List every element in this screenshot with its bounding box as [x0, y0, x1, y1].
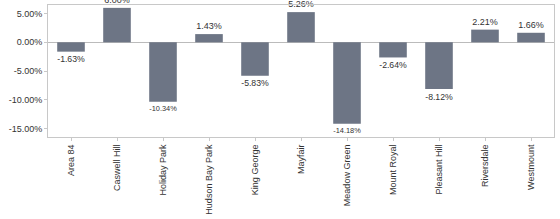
- svg-text:Mayfair: Mayfair: [296, 145, 306, 175]
- svg-text:Westmount: Westmount: [526, 144, 536, 190]
- svg-text:Meadow Green: Meadow Green: [342, 145, 352, 207]
- svg-text:1.43%: 1.43%: [196, 21, 222, 31]
- svg-text:-14.18%: -14.18%: [333, 126, 361, 135]
- svg-text:Caswell Hill: Caswell Hill: [112, 145, 122, 192]
- svg-text:5.00%: 5.00%: [17, 9, 43, 19]
- svg-text:-5.83%: -5.83%: [241, 78, 269, 88]
- svg-text:-1.63%: -1.63%: [57, 54, 85, 64]
- svg-text:-8.12%: -8.12%: [425, 92, 453, 102]
- svg-text:5.26%: 5.26%: [288, 0, 314, 9]
- svg-text:Hudson Bay Park: Hudson Bay Park: [204, 144, 214, 215]
- svg-text:-10.34%: -10.34%: [149, 104, 177, 113]
- svg-text:Riversdale: Riversdale: [480, 145, 490, 188]
- svg-text:0.00%: 0.00%: [17, 37, 43, 47]
- svg-text:Mount Royal: Mount Royal: [388, 145, 398, 196]
- svg-text:-15.00%: -15.00%: [9, 124, 43, 134]
- svg-text:1.66%: 1.66%: [518, 20, 544, 30]
- svg-text:Area 84: Area 84: [66, 145, 76, 177]
- svg-text:Pleasant Hill: Pleasant Hill: [434, 145, 444, 195]
- svg-text:-2.64%: -2.64%: [379, 60, 407, 70]
- svg-text:2.21%: 2.21%: [472, 17, 498, 27]
- svg-text:Holiday Park: Holiday Park: [158, 144, 168, 196]
- svg-text:6.00%: 6.00%: [104, 0, 130, 5]
- svg-text:-10.00%: -10.00%: [9, 95, 43, 105]
- svg-text:King George: King George: [250, 145, 260, 196]
- svg-text:-5.00%: -5.00%: [14, 66, 43, 76]
